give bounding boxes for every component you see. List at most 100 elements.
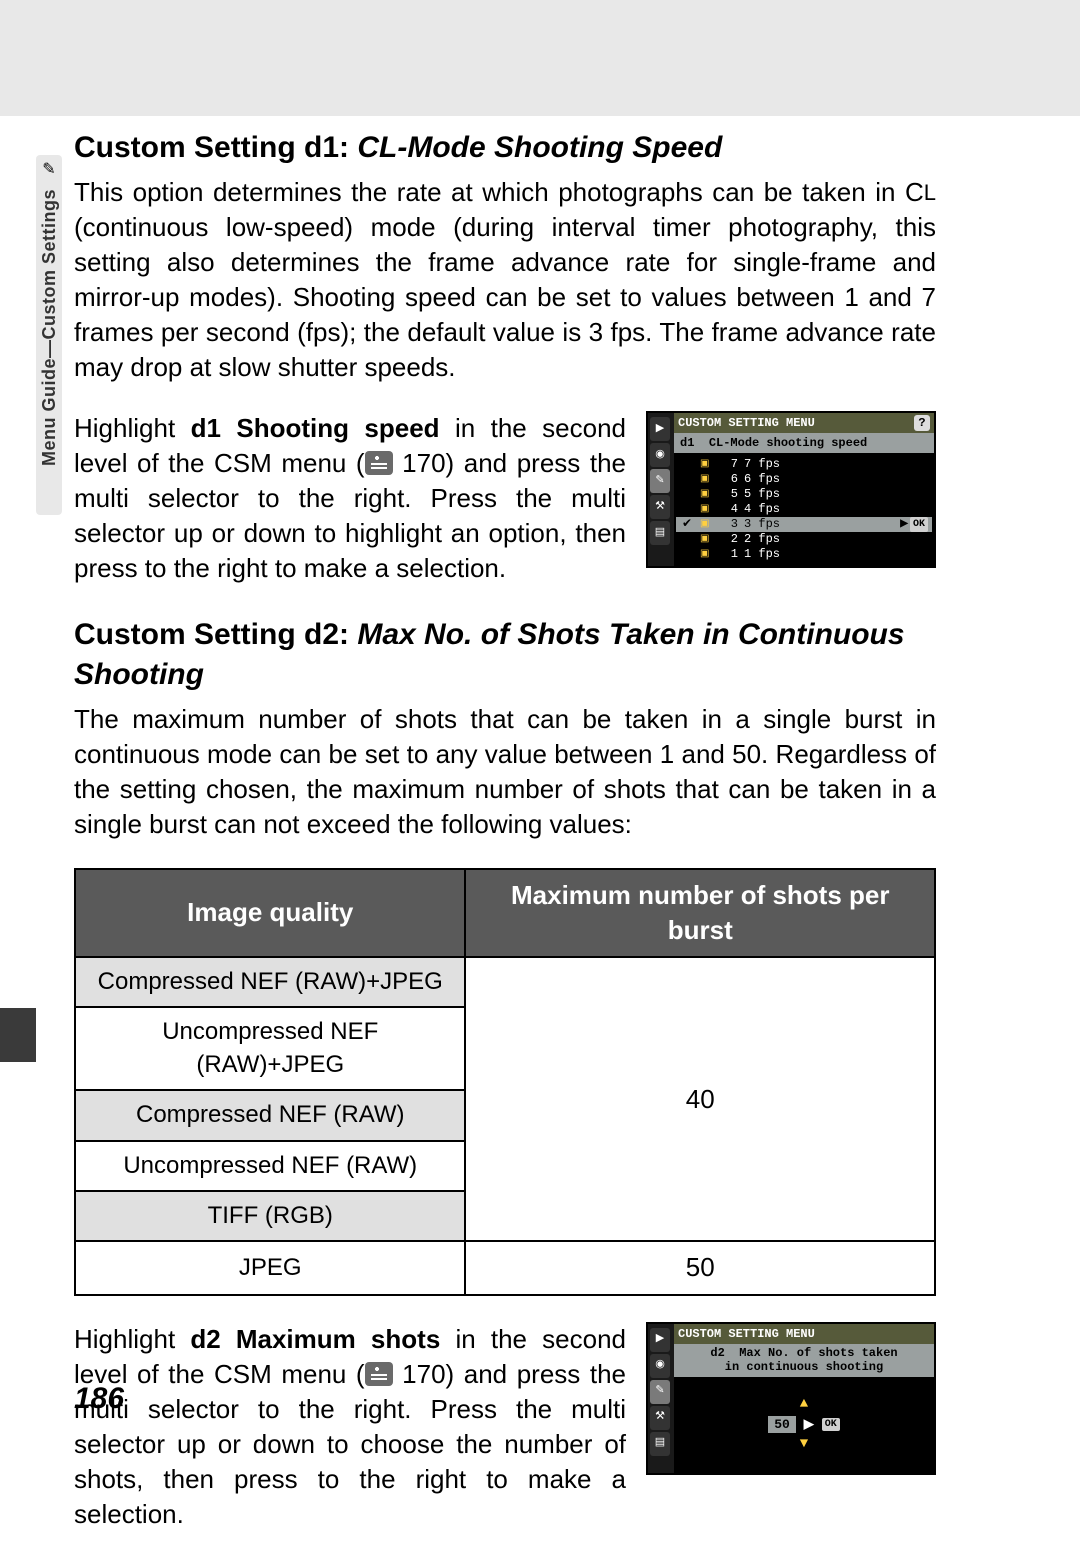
table-val-bot: 50: [465, 1241, 935, 1294]
lcd-option: ▣ 7 7 fps: [676, 457, 932, 472]
lcd-title-text: CUSTOM SETTING MENU: [678, 415, 815, 431]
table-row: TIFF (RGB): [75, 1191, 465, 1241]
d1-body-b: (continuous low-speed) mode (during inte…: [74, 212, 936, 382]
d1-body-a: This option determines the rate at which…: [74, 177, 924, 207]
lcd-option-list: ▣ 7 7 fps ▣66 fps ▣ 5 5 fps ▣ 4 4 fps ✔ ▣ 3 3 fps…: [674, 453, 934, 566]
d1-heading-prefix: Custom Setting d1:: [74, 131, 357, 164]
table-row: Compressed NEF (RAW)+JPEG: [75, 957, 465, 1007]
lcd-option-selected: ✔ ▣ 3 3 fps▶ OK: [676, 517, 932, 532]
ok-label: OK: [822, 1418, 840, 1432]
opt-num: 1: [724, 547, 738, 562]
top-grey-band: [0, 0, 1080, 116]
lcd-d2-key: d2: [710, 1346, 724, 1360]
lcd-d2-l2: in continuous shooting: [725, 1360, 883, 1374]
burst-icon: ▣: [700, 502, 718, 517]
lcd-title-bar: CUSTOM SETTING MENU: [674, 1324, 934, 1344]
opt-num: 3: [724, 517, 738, 532]
page-number: 186: [74, 1382, 124, 1416]
lcd-value-area: ▲ 50 ▶ OK ▼: [674, 1377, 934, 1473]
lcd-title-text: CUSTOM SETTING MENU: [678, 1326, 815, 1342]
opt-num: 2: [724, 532, 738, 547]
ok-tag: ▶ OK: [900, 517, 928, 532]
lcd-main: CUSTOM SETTING MENU d2 Max No. of shots …: [674, 1324, 934, 1473]
d1-instruction-text: Highlight d1 Shooting speed in the secon…: [74, 411, 626, 586]
check-icon: ✔: [682, 517, 694, 532]
lcd-side-tabs: ▶ ◉ ✎ ⚒ ▤: [650, 417, 672, 545]
opt-label: 4 fps: [744, 502, 926, 517]
lcd-title-bar: CUSTOM SETTING MENU ?: [674, 413, 934, 433]
opt-label: 3 fps: [744, 517, 926, 532]
lcd-tab-camera-icon: ◉: [650, 1354, 670, 1378]
d2-body: The maximum number of shots that can be …: [74, 702, 936, 842]
lcd-option: ▣66 fps: [676, 472, 932, 487]
d2-instr-pre: Highlight: [74, 1324, 190, 1354]
d1-instr-pre: Highlight: [74, 413, 191, 443]
lcd-tab-play-icon: ▶: [650, 1328, 670, 1352]
opt-label: 2 fps: [744, 532, 926, 547]
burst-icon: ▣: [700, 472, 718, 487]
cl-smallcap: L: [924, 180, 936, 205]
table-row: JPEG: [75, 1241, 465, 1294]
burst-icon: ▣: [700, 517, 718, 532]
lcd-d2: ▶ ◉ ✎ ⚒ ▤ CUSTOM SETTING MENU d2 Max No.…: [646, 1322, 936, 1475]
lcd-d1-key: d1: [680, 436, 694, 450]
lcd-tab-pencil-icon: ✎: [650, 1380, 670, 1404]
help-icon: ?: [914, 415, 930, 431]
lcd-d2-l1: Max No. of shots taken: [739, 1346, 897, 1360]
table-row: Uncompressed NEF (RAW): [75, 1141, 465, 1191]
opt-label: 6 fps: [744, 472, 926, 487]
d2-camera-screenshot: ▶ ◉ ✎ ⚒ ▤ CUSTOM SETTING MENU d2 Max No.…: [646, 1322, 936, 1475]
opt-num: 5: [724, 487, 738, 502]
opt-label: 1 fps: [744, 547, 926, 562]
d2-instruction-row: Highlight d2 Maximum shots in the second…: [74, 1322, 936, 1533]
lcd-d1-sub: CL-Mode shooting speed: [709, 436, 867, 450]
burst-icon: ▣: [700, 487, 718, 502]
page-content: Custom Setting d1: CL-Mode Shooting Spee…: [74, 128, 936, 1560]
lcd-tab-pencil-icon: ✎: [650, 469, 670, 493]
lcd-tab-camera-icon: ◉: [650, 443, 670, 467]
lcd-option: ▣ 2 2 fps: [676, 532, 932, 547]
burst-icon: ▣: [700, 457, 718, 472]
d1-heading: Custom Setting d1: CL-Mode Shooting Spee…: [74, 128, 936, 169]
lcd-subtitle: d2 Max No. of shots taken in continuous …: [674, 1344, 934, 1377]
lcd-side-tabs: ▶ ◉ ✎ ⚒ ▤: [650, 1328, 672, 1456]
side-tab-label: Menu Guide—Custom Settings: [39, 189, 60, 480]
up-arrow-icon: ▲: [800, 1395, 808, 1414]
d1-instruction-row: Highlight d1 Shooting speed in the secon…: [74, 411, 936, 586]
lcd-option: ▣ 1 1 fps: [676, 547, 932, 562]
lcd-value-row: 50 ▶ OK: [768, 1416, 840, 1434]
d2-heading: Custom Setting d2: Max No. of Shots Take…: [74, 615, 936, 696]
lcd-main: CUSTOM SETTING MENU ? d1 CL-Mode shootin…: [674, 413, 934, 566]
table-row: Compressed NEF (RAW): [75, 1090, 465, 1140]
lcd-tab-wrench-icon: ⚒: [650, 495, 670, 519]
table-col-quality: Image quality: [75, 869, 465, 957]
opt-label: 7 fps: [744, 457, 926, 472]
d1-heading-title: CL-Mode Shooting Speed: [357, 131, 722, 164]
menu-icon: [365, 451, 393, 475]
side-section-tab: ✎ Menu Guide—Custom Settings: [36, 155, 62, 515]
d1-body: This option determines the rate at which…: [74, 175, 936, 386]
lcd-tab-recent-icon: ▤: [650, 521, 670, 545]
opt-num: 4: [724, 502, 738, 517]
d1-instr-bold: d1 Shooting speed: [191, 413, 440, 443]
lcd-option: ▣ 4 4 fps: [676, 502, 932, 517]
pencil-icon: ✎: [39, 159, 59, 183]
ok-label: OK: [910, 517, 928, 532]
table-row: Uncompressed NEF (RAW)+JPEG: [75, 1007, 465, 1090]
d2-instruction-text: Highlight d2 Maximum shots in the second…: [74, 1322, 626, 1533]
lcd-current-value: 50: [768, 1416, 796, 1434]
burst-table: Image quality Maximum number of shots pe…: [74, 868, 936, 1296]
d2-heading-prefix: Custom Setting d2:: [74, 618, 357, 651]
down-arrow-icon: ▼: [800, 1435, 808, 1454]
burst-icon: ▣: [700, 532, 718, 547]
opt-num: 7: [724, 457, 738, 472]
opt-label: 5 fps: [744, 487, 926, 502]
burst-icon: ▣: [700, 547, 718, 562]
side-black-tab: [0, 1008, 36, 1062]
lcd-tab-play-icon: ▶: [650, 417, 670, 441]
lcd-d1: ▶ ◉ ✎ ⚒ ▤ CUSTOM SETTING MENU ? d1 CL-Mo…: [646, 411, 936, 568]
right-arrow-icon: ▶: [804, 1416, 814, 1434]
d1-camera-screenshot: ▶ ◉ ✎ ⚒ ▤ CUSTOM SETTING MENU ? d1 CL-Mo…: [646, 411, 936, 568]
lcd-option: ▣ 5 5 fps: [676, 487, 932, 502]
lcd-tab-wrench-icon: ⚒: [650, 1406, 670, 1430]
